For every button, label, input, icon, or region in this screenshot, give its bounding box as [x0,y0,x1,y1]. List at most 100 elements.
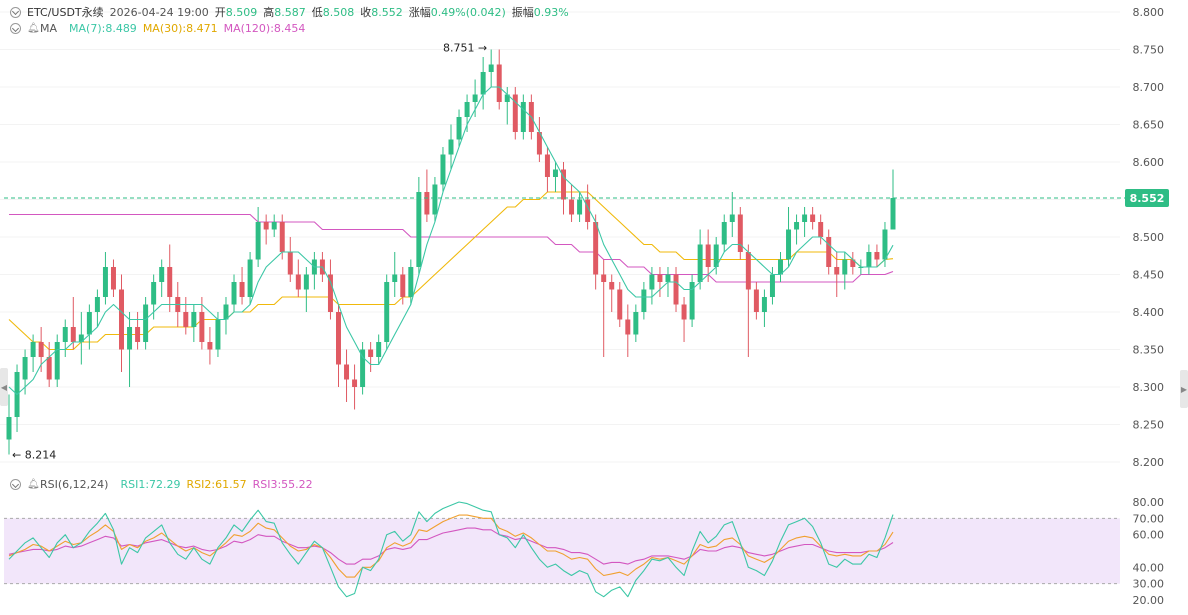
candle[interactable] [424,169,430,223]
candles-group[interactable] [6,49,896,455]
candle[interactable] [842,252,848,290]
candle[interactable] [874,244,880,268]
candle[interactable] [70,297,76,350]
candle[interactable] [352,364,358,410]
candle[interactable] [102,252,108,305]
candle[interactable] [46,342,52,387]
candle[interactable] [561,162,567,215]
candle[interactable] [295,259,301,298]
candle[interactable] [617,282,623,327]
candle[interactable] [127,312,133,387]
candle[interactable] [263,214,269,245]
candle[interactable] [794,214,800,245]
candle[interactable] [641,282,647,320]
candle[interactable] [536,117,542,162]
candle[interactable] [834,252,840,297]
candle[interactable] [649,267,655,305]
candle[interactable] [183,297,189,335]
candle[interactable] [159,259,165,298]
candle[interactable] [810,207,816,230]
candle[interactable] [761,289,767,328]
candle[interactable] [802,207,808,237]
scroll-left-handle[interactable]: ◀ [0,368,8,406]
candle[interactable] [633,304,639,343]
candle[interactable] [569,184,575,223]
candle[interactable] [705,229,711,283]
candle[interactable] [456,109,462,148]
candle[interactable] [54,334,60,388]
candle[interactable] [826,229,832,275]
candle[interactable] [110,259,116,298]
candle[interactable] [689,274,695,328]
candle[interactable] [231,274,237,313]
candle[interactable] [400,267,406,305]
candle[interactable] [544,147,550,192]
candle[interactable] [520,94,526,140]
collapse-ma-icon[interactable] [10,23,21,34]
candle[interactable] [191,304,197,343]
candle[interactable] [360,342,366,395]
candle[interactable] [392,252,398,297]
candle[interactable] [376,334,382,365]
candle[interactable] [512,87,518,140]
candle[interactable] [818,214,824,245]
candle[interactable] [890,169,896,230]
candle[interactable] [593,214,599,290]
candle[interactable] [6,394,12,455]
scroll-right-handle[interactable]: ▶ [1180,370,1188,408]
candle[interactable] [440,147,446,192]
collapse-header-icon[interactable] [10,6,21,18]
candle[interactable] [86,304,92,350]
candle[interactable] [30,334,36,373]
candle[interactable] [119,274,125,373]
candle[interactable] [721,214,727,253]
candle[interactable] [408,259,414,305]
candle[interactable] [335,304,341,388]
candle[interactable] [488,49,494,88]
candle[interactable] [745,244,751,358]
candle[interactable] [850,252,856,275]
candle[interactable] [239,267,245,305]
candle[interactable] [777,252,783,282]
ma-indicator-name[interactable]: MA [40,22,58,35]
rsi-indicator-name[interactable]: RSI(6,12,24) [40,478,109,491]
candle[interactable] [657,267,663,297]
candle[interactable] [143,297,149,350]
candle[interactable] [496,49,502,110]
candle[interactable] [416,177,422,275]
candle[interactable] [135,312,141,350]
candle[interactable] [255,207,261,267]
candle[interactable] [303,267,309,312]
candle[interactable] [769,267,775,305]
candle[interactable] [62,319,68,358]
candle[interactable] [737,207,743,260]
candle[interactable] [673,267,679,312]
candle[interactable] [167,244,173,313]
candle[interactable] [729,192,735,237]
candle[interactable] [287,237,293,282]
candle[interactable] [480,57,486,110]
candle[interactable] [697,229,703,290]
candle[interactable] [609,274,615,313]
candle[interactable] [866,244,872,275]
candle[interactable] [94,289,100,328]
candle[interactable] [247,252,253,305]
candle[interactable] [271,214,277,238]
candle[interactable] [78,312,84,365]
candle[interactable] [199,297,205,350]
candle[interactable] [207,327,213,365]
rsi-alert-bell-icon[interactable]: 🔔︎ [27,479,40,490]
candle[interactable] [552,162,558,192]
alert-bell-icon[interactable]: 🔔︎ [27,23,40,34]
candle[interactable] [625,304,631,358]
candle[interactable] [432,177,438,222]
candle[interactable] [344,349,350,403]
candle[interactable] [327,259,333,320]
candle[interactable] [448,124,454,170]
candle[interactable] [368,342,374,372]
collapse-rsi-icon[interactable] [10,479,21,490]
candle[interactable] [753,282,759,320]
candle[interactable] [504,87,510,125]
candle[interactable] [713,237,719,275]
